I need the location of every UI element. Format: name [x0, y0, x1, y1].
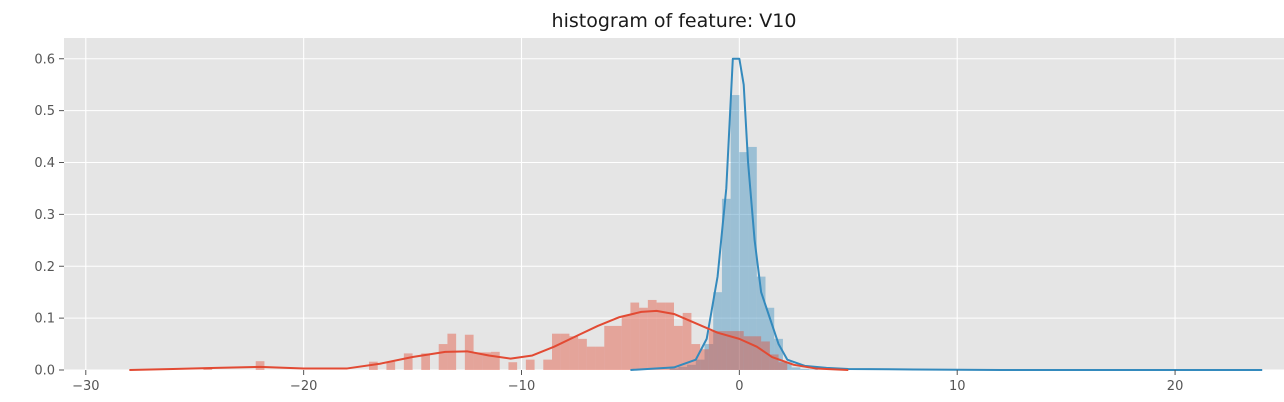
class_1-hist-bar [621, 315, 631, 370]
class_0-hist-bar [809, 369, 818, 370]
class_1-hist-bar [735, 331, 744, 370]
class_0-hist-bar [748, 146, 757, 370]
class_1-hist-bar [578, 338, 587, 370]
class_0-hist-bar [800, 368, 810, 370]
class_1-hist-bar [255, 361, 265, 370]
kde-layer [129, 57, 1263, 371]
class_1-hist-bar [473, 352, 483, 370]
class_1-hist-bar [438, 344, 448, 370]
x-tick-label: 10 [949, 379, 966, 394]
class_1-hist-bar [613, 325, 622, 370]
class_1-hist-bar [560, 333, 570, 370]
y-tick-label: 0.5 [34, 104, 55, 119]
class_1-hist-bar [386, 361, 396, 370]
class_1-hist-bar [717, 331, 727, 370]
class_0-hist-bar [739, 152, 749, 370]
x-tick-label: −20 [290, 379, 317, 394]
class_1-hist-bar [369, 361, 378, 370]
class_1-hist-bar [569, 336, 579, 370]
class_0-hist-bar [704, 344, 714, 370]
class_1-hist-bar [403, 353, 413, 370]
class_1-hist-bar [525, 359, 535, 370]
class_0-hist-bar [669, 368, 679, 370]
class_0-hist-bar [782, 362, 792, 370]
class_1-hist-bar [726, 331, 735, 370]
class_1-hist-bar [674, 325, 683, 370]
class_1-hist-bar [604, 325, 613, 370]
class_1-hist-bar [708, 331, 718, 370]
class_1-hist-bar [778, 362, 788, 370]
y-tick-label: 0.3 [34, 208, 55, 223]
y-tick-label: 0.1 [34, 312, 55, 327]
class_1-hist-bar [700, 349, 709, 370]
class_1-kde-line [129, 309, 849, 371]
class_0-hist-bar [687, 364, 696, 370]
class_0-hist-bar [774, 338, 783, 370]
y-tick-label: 0.2 [34, 260, 55, 275]
class_1-hist-bar [421, 353, 430, 370]
class_1-hist-bar [769, 354, 779, 370]
class_1-hist-bar [682, 312, 692, 370]
class_1-hist-bar [586, 346, 596, 370]
chart-title: histogram of feature: V10 [552, 10, 797, 32]
class_1-hist-bar [761, 341, 770, 370]
x-tick-label: 20 [1167, 379, 1184, 394]
axes-layer: −30 −20 −10 0 10 20 0.0 0.1 0.2 0.3 0.4 0.5 0.6 [34, 52, 1183, 394]
class_0-hist-bar [713, 292, 722, 370]
class_1-hist-bar [482, 352, 491, 370]
x-tick-label: −10 [508, 379, 535, 394]
class_1-hist-bar [595, 346, 605, 370]
class_0-hist-bar [791, 367, 801, 370]
class_1-hist-bar [630, 302, 640, 370]
class_0-hist-bar [721, 198, 731, 370]
y-tick-label: 0.4 [34, 156, 55, 171]
class_0-kde-line [630, 57, 1263, 371]
class_1-hist-bar [552, 333, 561, 370]
class_1-hist-bar [743, 336, 753, 370]
class_1-hist-bar [647, 299, 657, 370]
class_1-hist-bar [639, 307, 648, 370]
y-tick-label: 0.6 [34, 52, 55, 67]
class_0-hist-bar [730, 95, 740, 370]
class_1-hist-bar [656, 302, 666, 370]
class_1-hist-bar [691, 344, 701, 370]
class_0-hist-bar [765, 307, 775, 370]
class_1-hist-bar [543, 359, 552, 370]
class_0-hist-bar [756, 276, 766, 370]
class_0-hist-bar [678, 366, 688, 370]
class_0-hist-bar [695, 359, 705, 370]
class_1-hist-bar [508, 362, 518, 370]
class_1-hist-bar [752, 336, 762, 370]
x-tick-label: 0 [735, 379, 743, 394]
x-tick-label: −30 [72, 379, 99, 394]
class_1-hist-bar [491, 351, 500, 370]
y-tick-label: 0.0 [34, 364, 55, 379]
class_1-hist-bar [665, 302, 674, 370]
